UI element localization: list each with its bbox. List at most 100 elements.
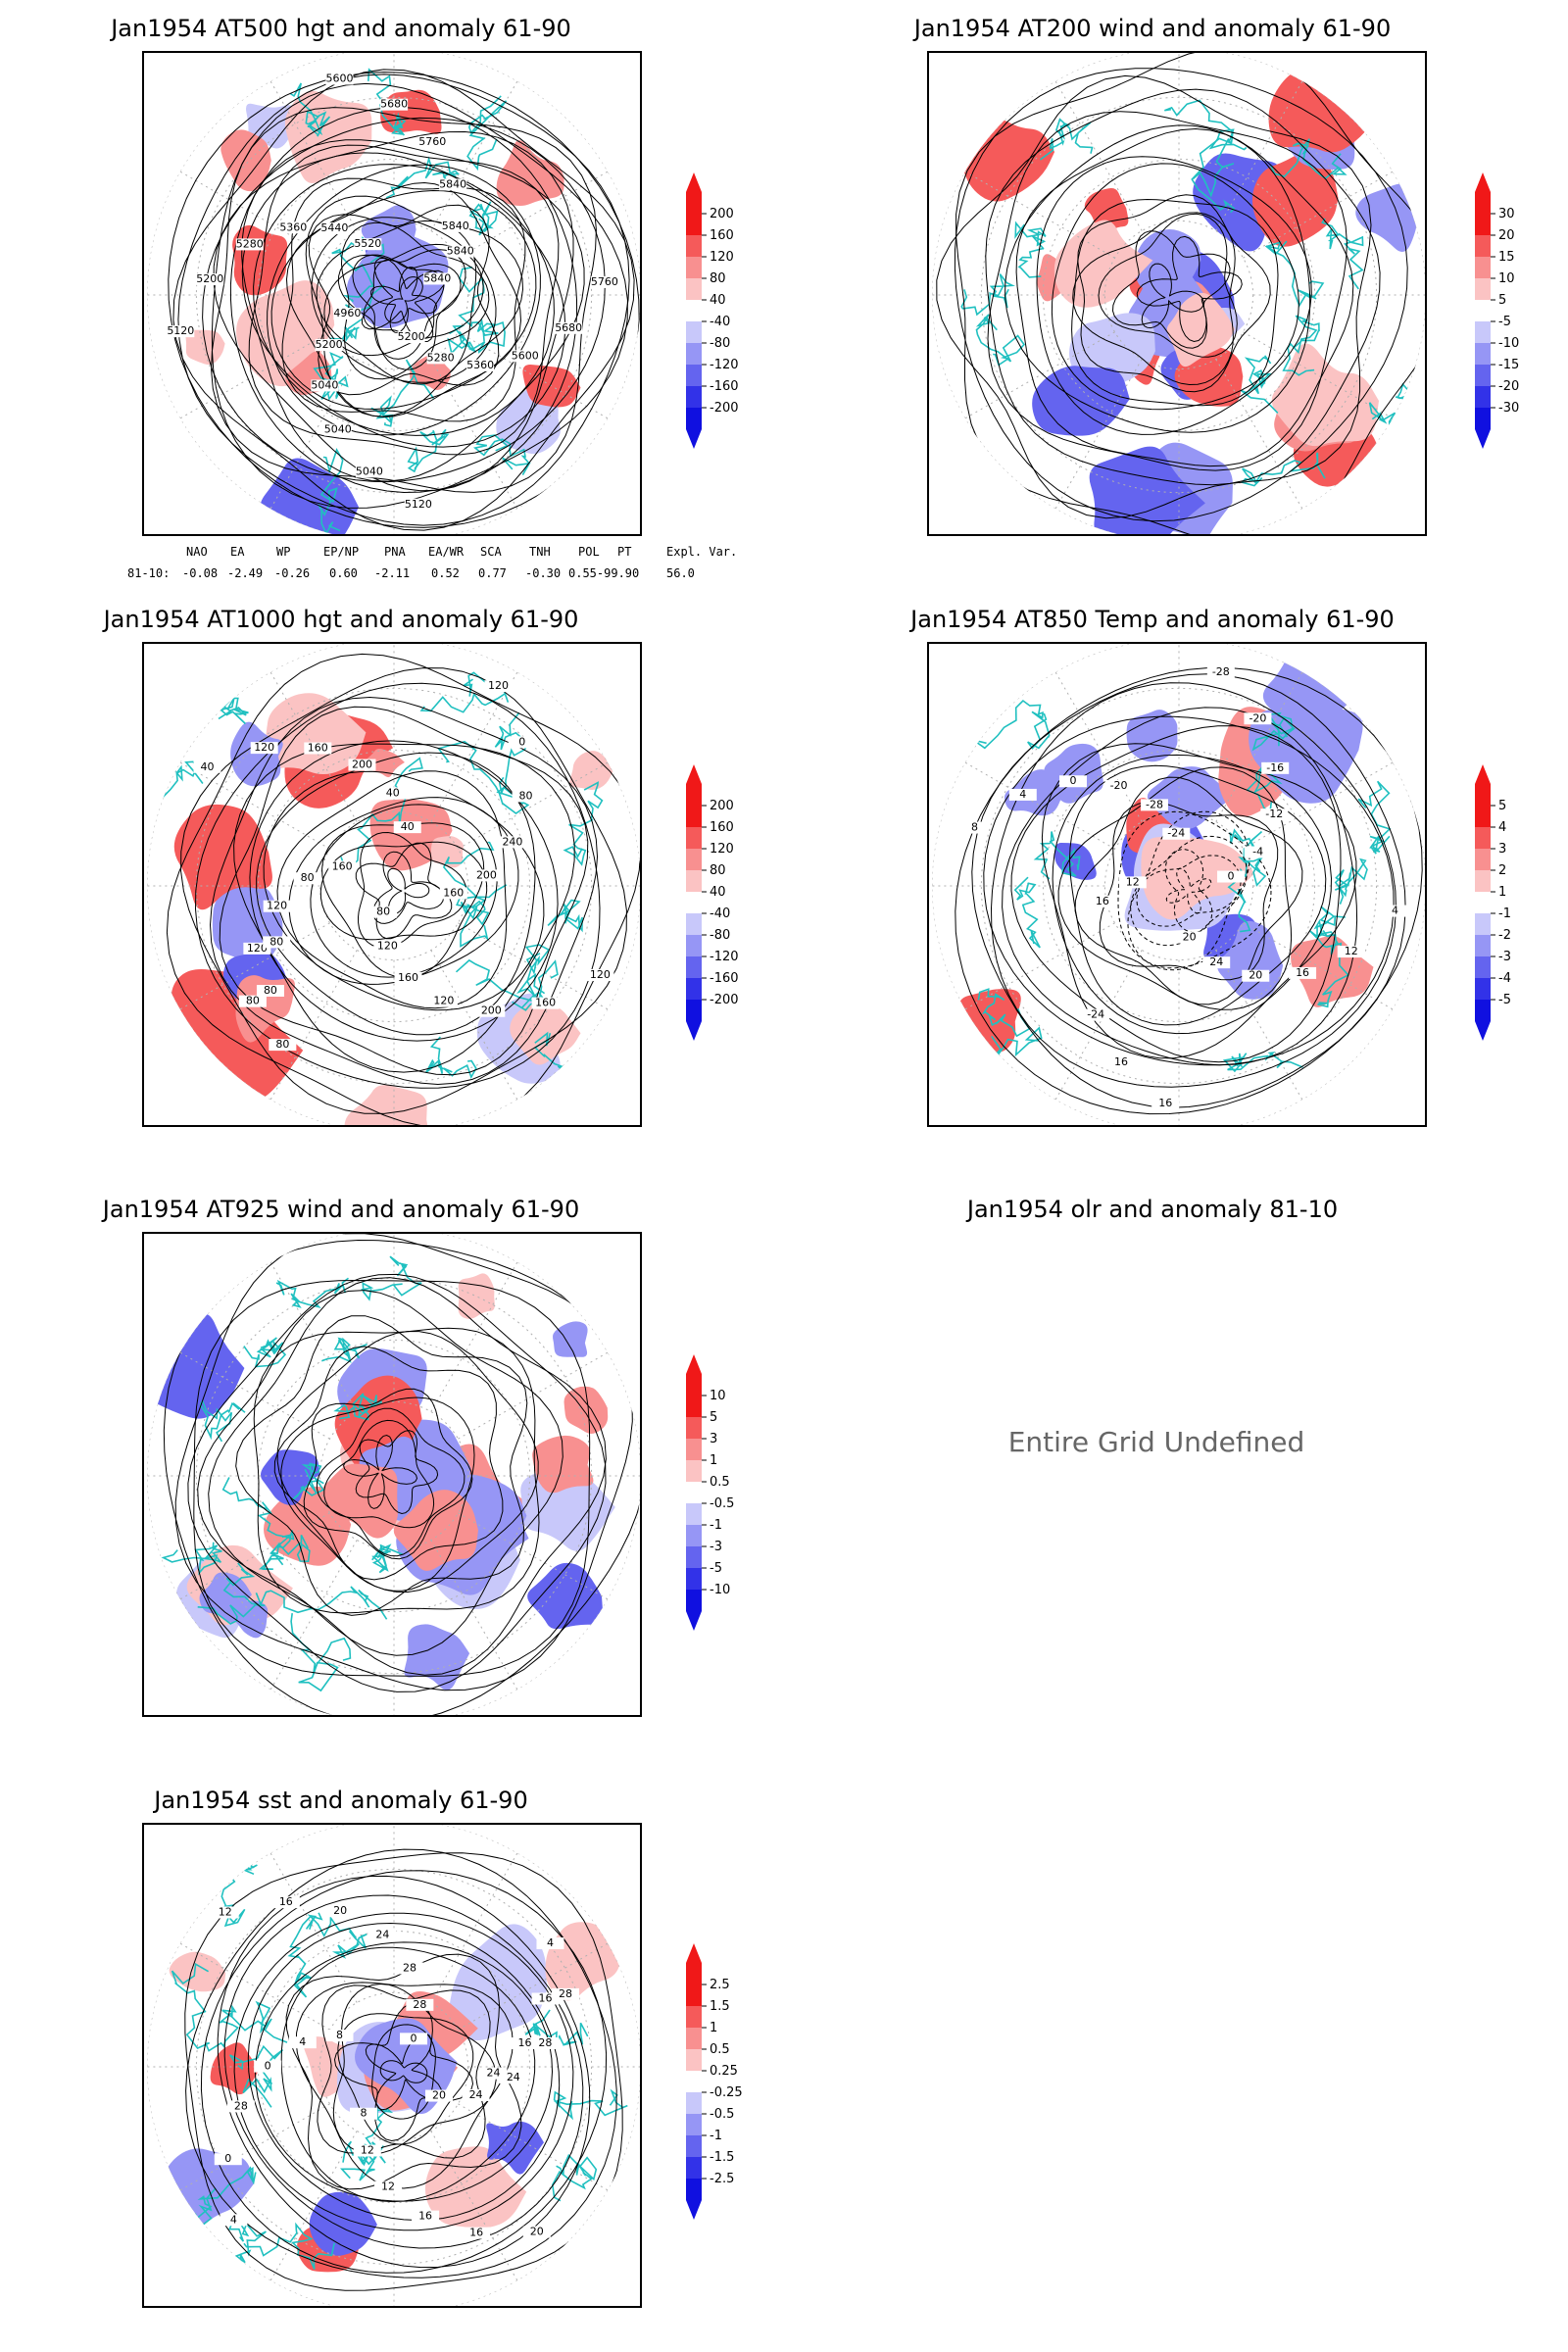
contour-line	[319, 841, 488, 941]
coastline	[340, 757, 423, 872]
contour-line	[1010, 725, 1342, 1063]
colorbar-segment	[686, 2028, 702, 2049]
colorbar-label: -200	[710, 401, 739, 416]
contour-label-bg	[315, 339, 343, 352]
colorbar-segment	[686, 1482, 702, 1503]
anomaly-shade	[404, 1624, 470, 1690]
contour-line	[1130, 835, 1248, 947]
coastline	[199, 1398, 246, 1443]
coastline	[1222, 1052, 1303, 1073]
coastline	[424, 1036, 477, 1080]
teleconnection-value: -0.08	[182, 566, 219, 580]
contour-label: 5600	[512, 349, 539, 362]
colorbar-arrow-up	[1475, 172, 1491, 192]
coastline	[290, 1612, 352, 1692]
contour-label-bg	[320, 222, 349, 235]
coastline	[442, 841, 508, 908]
colorbar-segment	[686, 408, 702, 429]
contour-line	[202, 117, 606, 483]
contour-line	[200, 1870, 608, 2274]
anomaly-shade	[260, 1449, 320, 1505]
coastline	[193, 2166, 257, 2229]
anomaly-shade	[220, 129, 271, 192]
contour-line	[361, 257, 447, 343]
coastline	[1321, 218, 1364, 290]
streamline	[343, 1434, 418, 1509]
contour-line	[253, 164, 555, 436]
contour-label: 8	[361, 2107, 368, 2120]
colorbar-segment	[686, 214, 702, 235]
contour-line	[1068, 764, 1327, 1026]
anomaly-shade	[424, 2146, 527, 2229]
coastline	[291, 1462, 325, 1501]
contour-label-bg	[511, 2037, 539, 2050]
colorbar-label: -0.5	[710, 2107, 734, 2122]
contour-label-bg	[1162, 827, 1191, 840]
contour-label: 4	[299, 2035, 306, 2048]
coastline	[1039, 118, 1094, 161]
teleconnection-value: -2.11	[374, 566, 411, 580]
contour-label: -20	[1249, 711, 1266, 724]
colorbar-label: 160	[710, 820, 734, 835]
contour-label: 0	[265, 2060, 271, 2073]
contour-label: 16	[1158, 1097, 1172, 1109]
teleconnection-value: 0.77	[478, 566, 507, 580]
coastline	[460, 900, 490, 948]
coastline	[214, 697, 249, 725]
contour-label: 120	[267, 900, 287, 912]
coastline	[1357, 780, 1392, 855]
contour-line	[185, 1848, 617, 2278]
colorbar-segment	[686, 1963, 702, 1984]
colorbar-segment	[1475, 408, 1491, 429]
contour-line	[270, 189, 537, 411]
streamline	[323, 1419, 435, 1529]
contour-line	[249, 740, 559, 1042]
contour-label-bg	[555, 321, 583, 334]
teleconnection-header: PNA	[384, 545, 406, 559]
contour-line	[1136, 855, 1242, 927]
contour-label: 5120	[167, 324, 194, 337]
colorbar-label: -2	[1498, 928, 1511, 943]
contour-label: 160	[443, 886, 464, 899]
contour-label: 240	[502, 835, 522, 848]
colorbar-segment	[686, 321, 702, 343]
contour-line	[971, 673, 1406, 1108]
contour-label-bg	[323, 423, 352, 436]
contour-label-bg	[531, 997, 560, 1009]
contour-label: 5040	[356, 465, 383, 477]
contour-label-bg	[325, 2030, 354, 2042]
latitude-circle	[980, 687, 1378, 1085]
colorbar-label: -1	[710, 1518, 722, 1533]
colorbar-label: 10	[710, 1389, 726, 1403]
contour-label-bg	[498, 836, 526, 849]
anomaly-shade	[458, 1273, 495, 1319]
contour-line	[323, 243, 484, 357]
anomaly-shade	[1268, 67, 1382, 153]
streamline	[174, 1234, 633, 1691]
teleconnection-row-label: 81-10:	[127, 566, 171, 580]
coastline	[972, 699, 1051, 750]
contour-label: 120	[247, 942, 268, 955]
contour-line	[233, 1912, 574, 2231]
colorbar-label: -15	[1498, 358, 1519, 372]
anomaly-shade	[527, 1562, 604, 1630]
streamline	[208, 1277, 607, 1676]
contour-line	[256, 752, 536, 1036]
map-panel-p4: 16 12 8 4 0 -20 -28 -24 -28 -20 -16 -12 -4 0 4 12 16 20 24…	[927, 642, 1427, 1127]
coastline	[563, 781, 604, 866]
map-panel-p2	[927, 51, 1427, 536]
coastline	[1164, 99, 1236, 214]
contour-line	[332, 1983, 497, 2155]
contour-label-bg	[426, 352, 455, 365]
contour-line	[337, 249, 466, 370]
contour-label: 80	[376, 906, 390, 918]
anomaly-shade	[380, 89, 442, 134]
contour-label-bg	[1175, 931, 1203, 944]
colorbar-label: -160	[710, 971, 739, 986]
colorbar-label: -20	[1498, 379, 1519, 394]
anomaly-shade	[552, 1321, 588, 1357]
contour-label: -28	[1146, 798, 1163, 810]
colorbar-segment	[1475, 870, 1491, 892]
teleconnection-header: NAO	[186, 545, 208, 559]
contour-label-bg	[350, 2107, 378, 2120]
